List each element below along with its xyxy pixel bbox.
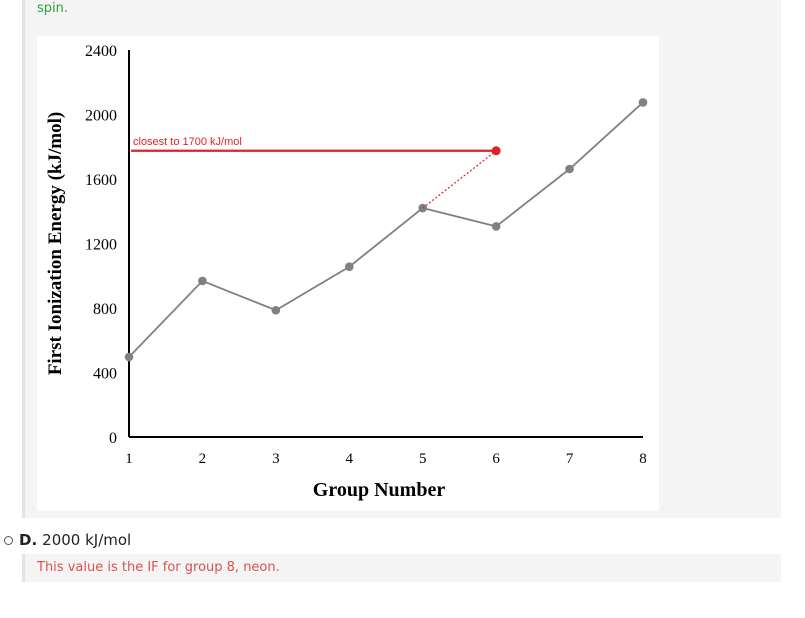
option-d-feedback-box: This value is the IF for group 8, neon. — [22, 554, 781, 582]
annotation-dotted-line — [422, 150, 497, 209]
x-axis-label: Group Number — [313, 479, 446, 501]
annotation-point — [491, 146, 501, 156]
option-d[interactable]: D. 2000 kJ/mol — [0, 531, 131, 549]
correct-feedback-box: spin. 0 400 800 1200 1600 2000 2400 1 2 3 4 5 6 7 8 Gro… — [22, 0, 781, 518]
annotation-label: closest to 1700 kJ/mol — [133, 136, 242, 148]
y-tick-label: 1200 — [85, 237, 117, 254]
x-tick-label: 2 — [199, 451, 207, 467]
correct-feedback-text: spin. — [37, 1, 69, 16]
x-tick-label: 1 — [125, 451, 133, 467]
option-d-text: 2000 kJ/mol — [42, 531, 132, 549]
y-tick-label: 2400 — [85, 43, 117, 60]
data-point — [124, 352, 134, 362]
y-tick-label: 400 — [93, 366, 117, 383]
y-tick-label: 800 — [93, 301, 117, 318]
data-point — [271, 305, 281, 315]
data-point — [638, 98, 648, 107]
y-tick-label: 2000 — [85, 108, 117, 125]
option-d-feedback-text: This value is the IF for group 8, neon. — [37, 560, 280, 575]
x-tick-label: 6 — [492, 451, 500, 467]
series-line — [128, 101, 644, 358]
y-tick-label: 1600 — [85, 172, 117, 189]
option-d-letter: D. — [19, 531, 38, 549]
data-point — [198, 276, 207, 286]
x-tick-label: 8 — [639, 451, 647, 467]
data-point — [344, 262, 354, 272]
option-d-radio[interactable] — [4, 535, 13, 545]
x-tick-label: 3 — [272, 451, 280, 467]
data-point — [565, 164, 574, 174]
x-tick-label: 4 — [346, 451, 354, 467]
data-point — [491, 222, 501, 231]
y-tick-label: 0 — [109, 430, 117, 447]
ionization-energy-chart: 0 400 800 1200 1600 2000 2400 1 2 3 4 5 6 7 8 Group Num… — [37, 36, 659, 511]
y-axis-label: First Ionization Energy (kJ/mol) — [45, 112, 66, 375]
x-tick-label: 5 — [419, 451, 427, 467]
x-tick-label: 7 — [566, 451, 574, 467]
chart-svg: 0 400 800 1200 1600 2000 2400 1 2 3 4 5 6 7 8 Group Num… — [45, 43, 648, 501]
